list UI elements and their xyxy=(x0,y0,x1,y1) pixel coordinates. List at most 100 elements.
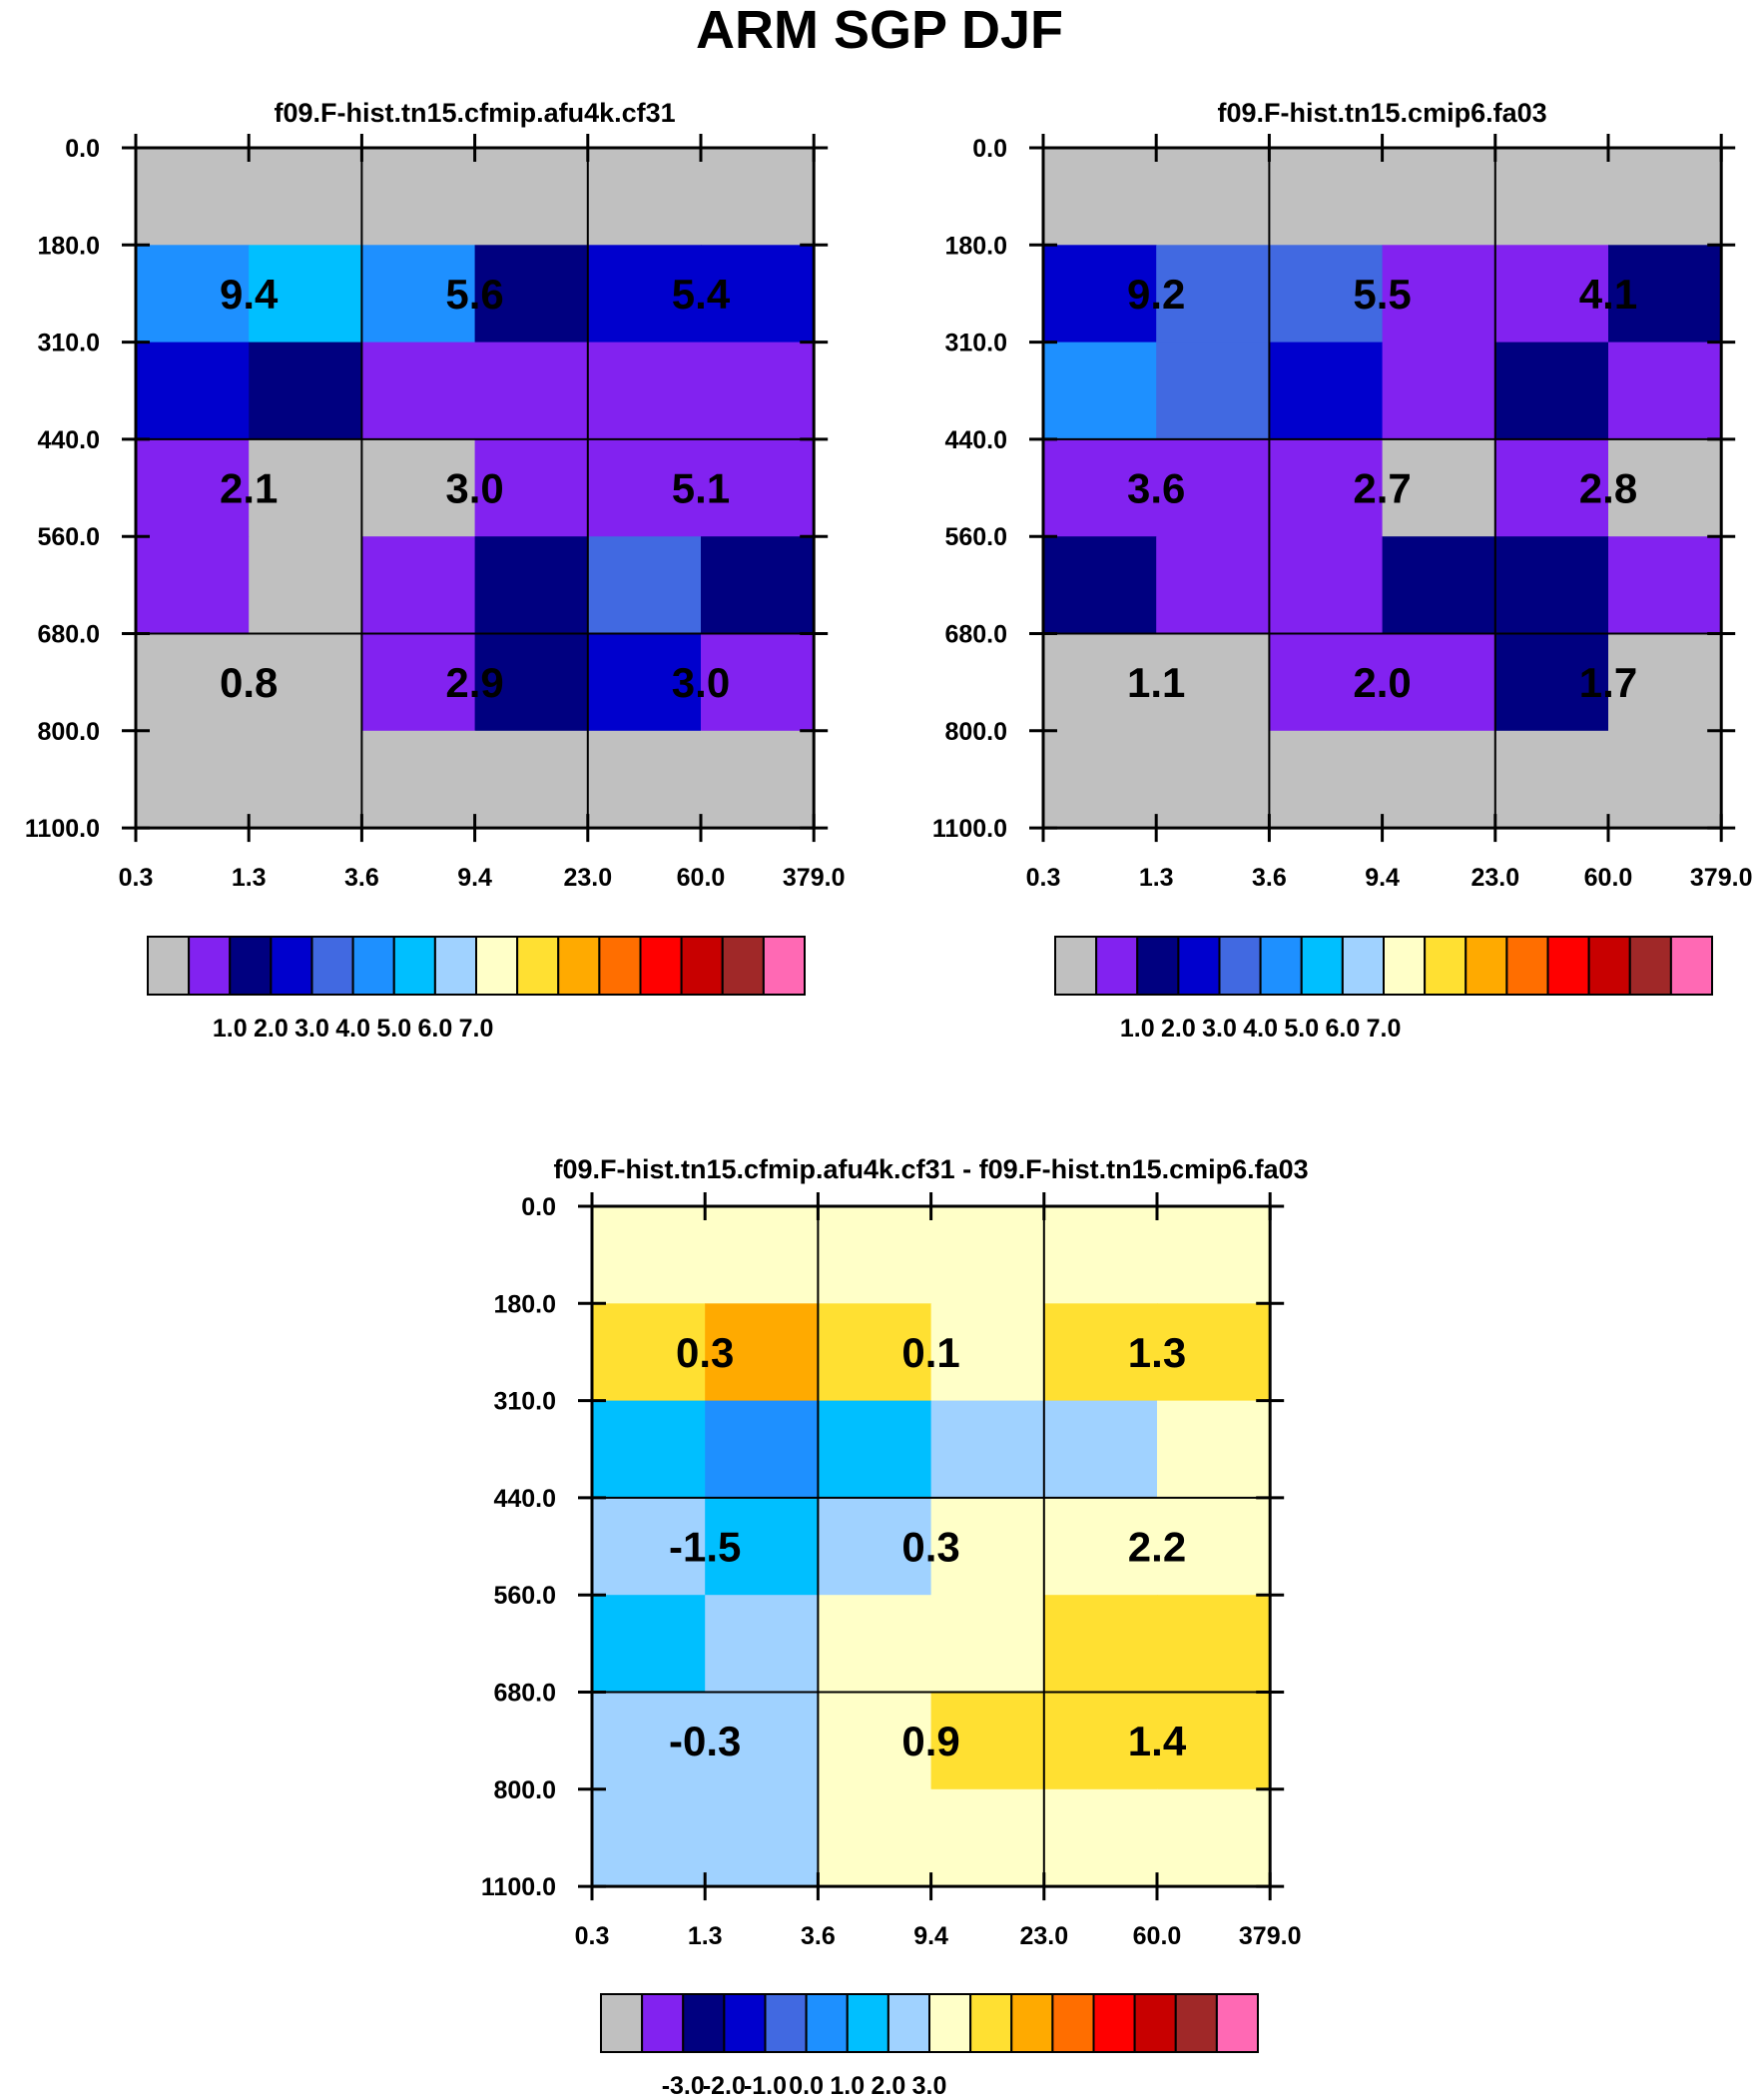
heatmap-cell xyxy=(249,342,362,440)
heatmap-cell xyxy=(930,1400,1045,1499)
heatmap-cell xyxy=(930,1206,1045,1304)
x-tick-label: 9.4 xyxy=(913,1922,948,1950)
x-tick-label: 379.0 xyxy=(1690,864,1753,892)
heatmap-cell xyxy=(1494,536,1609,635)
heatmap-cell xyxy=(249,536,362,635)
heatmap-cell xyxy=(587,245,702,344)
heatmap-cell xyxy=(818,1206,932,1304)
colorbar-swatch xyxy=(516,936,560,996)
y-tick-label: 180.0 xyxy=(37,232,100,260)
colorbar-swatch xyxy=(1300,936,1344,996)
panels: f09.F-hist.tn15.cfmip.afu4k.cf31 0.0 180.0… xyxy=(25,98,1753,2100)
box-value-label: 1.4 xyxy=(1128,1718,1187,1764)
box-value-label: 2.9 xyxy=(445,659,503,706)
colorbar-swatch xyxy=(680,936,724,996)
colorbar-label: 7.0 xyxy=(1367,1015,1402,1043)
colorbar-swatch xyxy=(351,936,395,996)
heatmap-cell xyxy=(361,730,476,829)
heatmap-cell xyxy=(1494,438,1609,537)
box-value-label: 2.2 xyxy=(1128,1524,1186,1571)
x-tick-label: 379.0 xyxy=(1239,1922,1302,1950)
colorbar-label: -1.0 xyxy=(744,2072,787,2100)
heatmap-cell xyxy=(1269,438,1384,537)
panel-2: f09.F-hist.tn15.cmip6.fa03 0.0 180.0 310.0 4… xyxy=(932,98,1753,1043)
colorbar-swatch xyxy=(969,1993,1013,2053)
colorbar-swatch xyxy=(723,1993,767,2053)
heatmap-cell xyxy=(587,148,702,246)
y-tick-label: 310.0 xyxy=(944,330,1007,357)
heatmap-cell xyxy=(136,633,250,732)
heatmap-cell xyxy=(1157,1788,1271,1887)
heatmap-cell xyxy=(930,1595,1045,1694)
box-value-label: 5.6 xyxy=(445,271,503,318)
heatmap-cell xyxy=(1157,1497,1271,1596)
heatmap-cell xyxy=(587,730,702,829)
heatmap-cell xyxy=(930,1303,1045,1402)
box-value-label: 0.3 xyxy=(901,1524,959,1571)
box-value-label: 2.0 xyxy=(1353,659,1411,706)
heatmap-cell xyxy=(1382,148,1496,246)
heatmap-cell xyxy=(705,1206,819,1304)
colorbar-swatch xyxy=(392,936,436,996)
x-tick-label: 23.0 xyxy=(1470,864,1519,892)
heatmap-cell xyxy=(1043,633,1157,732)
colorbar-swatch xyxy=(1136,936,1180,996)
colorbar-swatch xyxy=(188,936,232,996)
heatmap-cell xyxy=(1156,342,1270,440)
heatmap-cell xyxy=(1043,536,1157,635)
heatmap-cell xyxy=(1494,633,1609,732)
heatmap-cell xyxy=(705,1788,819,1887)
heatmap-cell xyxy=(701,148,815,246)
box-value-label: 2.7 xyxy=(1353,465,1411,512)
heatmap-cell xyxy=(587,438,702,537)
heatmap-cell xyxy=(1157,1692,1271,1790)
y-tick-label: 560.0 xyxy=(37,523,100,551)
heatmap-cell xyxy=(705,1400,819,1499)
heatmap-cell xyxy=(701,536,815,635)
colorbar-swatch xyxy=(762,936,806,996)
heatmap-cell xyxy=(1157,1303,1271,1402)
colorbar-swatch xyxy=(598,936,642,996)
colorbar-swatch xyxy=(1628,936,1672,996)
heatmap-cell xyxy=(592,1400,706,1499)
colorbar-label: 4.0 xyxy=(335,1015,370,1043)
heatmap-cell xyxy=(1157,1400,1271,1499)
box-value-label: 5.5 xyxy=(1353,271,1411,318)
colorbar-label: 3.0 xyxy=(294,1015,329,1043)
heatmap-cell xyxy=(930,1788,1045,1887)
heatmap-cell xyxy=(474,536,589,635)
colorbar-swatch xyxy=(1054,936,1098,996)
heatmap-cell xyxy=(1043,245,1157,344)
y-tick-label: 800.0 xyxy=(944,718,1007,746)
panel-3: f09.F-hist.tn15.cfmip.afu4k.cf31 - f09.F… xyxy=(481,1154,1309,2100)
colorbar-swatch xyxy=(1383,936,1427,996)
colorbar-swatch xyxy=(1174,1993,1218,2053)
heatmap-cell xyxy=(474,438,589,537)
heatmap-cell xyxy=(1382,536,1496,635)
heatmap-cell xyxy=(1157,1206,1271,1304)
heatmap-cell xyxy=(1608,633,1722,732)
colorbar-label: 1.0 xyxy=(213,1015,248,1043)
colorbar-label: 3.0 xyxy=(912,2072,947,2100)
colorbar-label: 0.0 xyxy=(789,2072,824,2100)
x-tick-label: 3.6 xyxy=(344,864,379,892)
colorbar-swatch xyxy=(764,1993,808,2053)
panel-title: f09.F-hist.tn15.cfmip.afu4k.cf31 xyxy=(275,98,676,128)
heatmap-cell xyxy=(1608,730,1722,829)
box-value-label: 2.1 xyxy=(220,465,278,512)
colorbar-swatch xyxy=(928,1993,972,2053)
x-tick-label: 23.0 xyxy=(1019,1922,1068,1950)
heatmap-cell xyxy=(361,148,476,246)
heatmap-cell xyxy=(587,536,702,635)
y-tick-label: 680.0 xyxy=(944,621,1007,649)
heatmap-cell xyxy=(818,1788,932,1887)
x-tick-label: 1.3 xyxy=(688,1922,723,1950)
panel-1: f09.F-hist.tn15.cfmip.afu4k.cf31 0.0 180.0… xyxy=(25,98,846,1043)
heatmap-cell xyxy=(592,1497,706,1596)
heatmap-cell xyxy=(1043,1303,1158,1402)
heatmap-cell xyxy=(1494,245,1609,344)
x-tick-label: 1.3 xyxy=(232,864,267,892)
x-tick-label: 1.3 xyxy=(1139,864,1174,892)
colorbar-swatch xyxy=(600,1993,644,2053)
heatmap-cell xyxy=(592,1692,706,1790)
